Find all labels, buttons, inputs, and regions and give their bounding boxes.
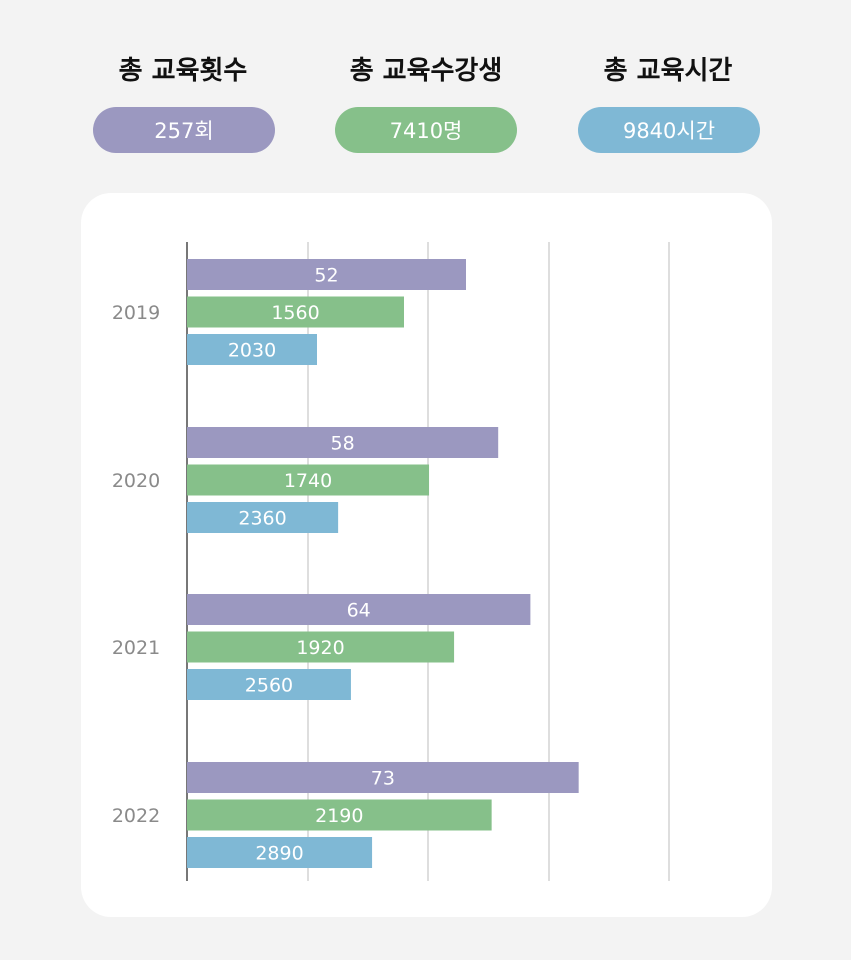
stat-title-trainees: 총 교육수강생 xyxy=(349,56,503,86)
year-label: 2020 xyxy=(112,470,160,492)
bar-value-label: 52 xyxy=(314,265,338,287)
bar xyxy=(187,427,499,458)
bar-value-label: 2030 xyxy=(228,340,276,362)
chart-card xyxy=(81,193,772,917)
bar-value-label: 1920 xyxy=(296,637,344,659)
bar xyxy=(187,259,466,290)
bar xyxy=(187,594,531,625)
bar-value-label: 58 xyxy=(331,433,355,455)
bar-value-label: 2190 xyxy=(315,805,363,827)
bar xyxy=(187,799,492,831)
stat-value-trainees: 7410명 xyxy=(335,107,517,153)
bar xyxy=(187,669,351,700)
bar-value-label: 2360 xyxy=(238,508,286,530)
year-label: 2022 xyxy=(112,805,160,827)
stat-title-education-count: 총 교육횟수 xyxy=(118,56,248,86)
bar xyxy=(187,762,579,793)
year-label: 2019 xyxy=(112,302,160,324)
stat-value-hours: 9840시간 xyxy=(578,107,760,153)
bar xyxy=(187,837,373,868)
bar xyxy=(187,502,339,533)
year-label: 2021 xyxy=(112,637,160,659)
bar-value-label: 2560 xyxy=(245,675,293,697)
bar xyxy=(187,296,404,328)
bar-value-label: 64 xyxy=(347,600,371,622)
bar xyxy=(187,334,317,365)
stat-value-education-count: 257회 xyxy=(93,107,275,153)
bar-value-label: 1560 xyxy=(271,302,319,324)
chart-year-labels: 2019 2020 2021 2022 xyxy=(112,302,160,827)
bar xyxy=(187,464,430,496)
bar-value-label: 2890 xyxy=(255,843,303,865)
stat-title-hours: 총 교육시간 xyxy=(603,56,733,86)
bar-value-label: 1740 xyxy=(284,470,332,492)
bar-value-label: 73 xyxy=(371,768,395,790)
bar xyxy=(187,631,455,663)
